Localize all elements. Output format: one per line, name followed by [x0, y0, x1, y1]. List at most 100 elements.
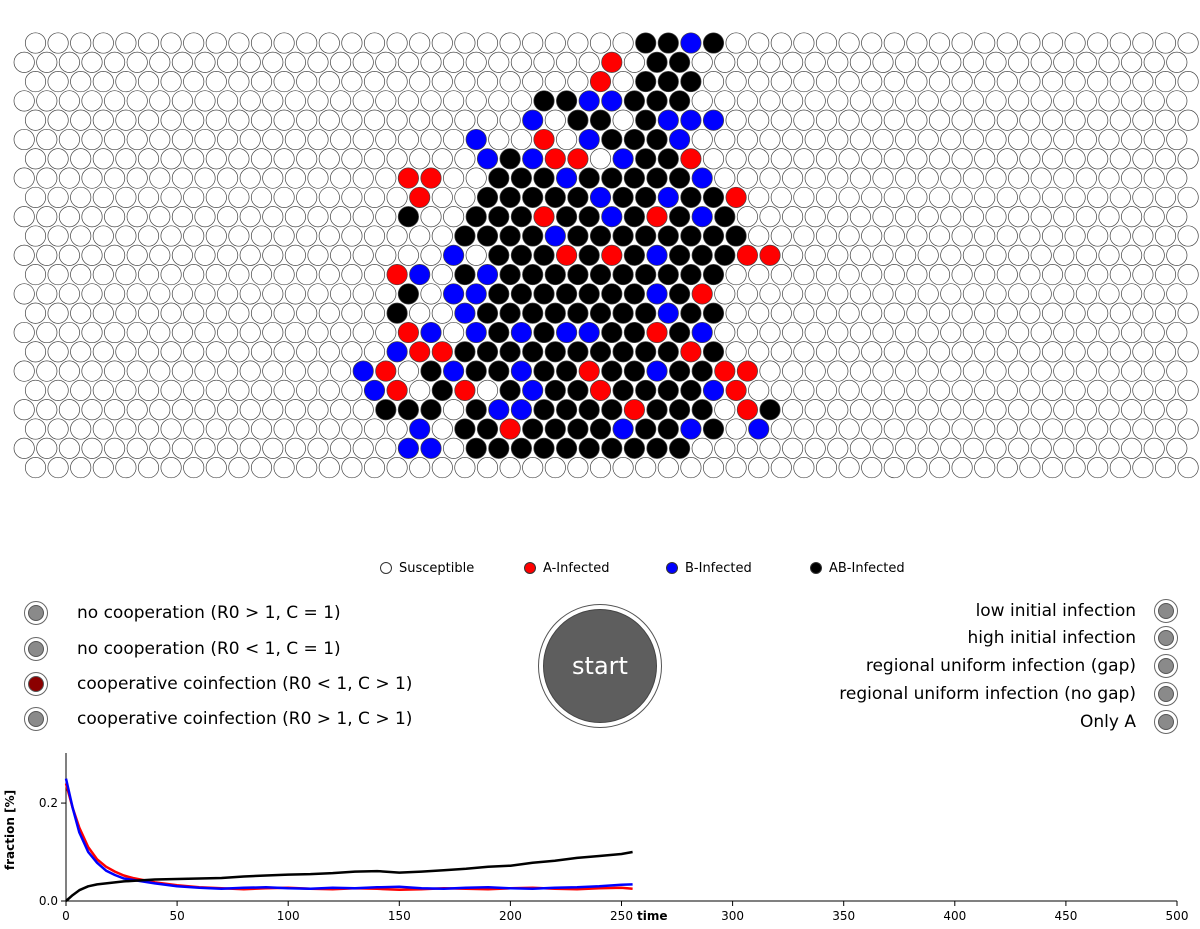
cell-b: [578, 128, 600, 151]
cell-s: [1098, 90, 1120, 112]
cell-s: [250, 186, 273, 208]
cell-s: [92, 225, 114, 247]
cell-s: [160, 225, 182, 247]
cell-s: [895, 206, 917, 228]
cell-s: [827, 283, 849, 305]
cell-s: [985, 90, 1007, 112]
cell-s: [160, 379, 182, 401]
radio-button[interactable]: [24, 672, 48, 696]
radio-button[interactable]: [1154, 682, 1178, 706]
cell-s: [307, 283, 329, 305]
cell-s: [940, 244, 962, 266]
radio-button[interactable]: [1154, 626, 1178, 650]
cell-s: [691, 437, 713, 459]
cell-s: [680, 457, 702, 479]
cell-s: [137, 418, 160, 440]
cell-a: [409, 341, 431, 363]
cell-ab: [702, 186, 725, 208]
cell-s: [1121, 90, 1143, 112]
cell-ab: [680, 379, 702, 401]
initial-option-4[interactable]: Only A: [1080, 708, 1178, 736]
scenario-option-0[interactable]: no cooperation (R0 > 1, C = 1): [24, 599, 341, 627]
cell-s: [1087, 457, 1109, 479]
cell-s: [160, 264, 182, 286]
cell-s: [70, 225, 92, 247]
radio-button[interactable]: [1154, 654, 1178, 678]
initial-option-3[interactable]: regional uniform infection (no gap): [839, 680, 1178, 708]
radio-button[interactable]: [24, 707, 48, 731]
cell-s: [1075, 283, 1097, 305]
cell-s: [24, 418, 47, 440]
cell-s: [872, 51, 894, 73]
cell-ab: [589, 109, 612, 131]
cell-s: [623, 51, 645, 73]
cell-ab: [397, 399, 419, 421]
cell-s: [409, 302, 431, 324]
scenario-option-2[interactable]: cooperative coinfection (R0 < 1, C > 1): [24, 670, 412, 698]
cell-s: [1143, 321, 1165, 344]
cell-s: [92, 341, 114, 363]
cell-s: [1143, 360, 1165, 382]
cell-s: [1087, 32, 1109, 54]
legend-label: A-Infected: [543, 560, 610, 576]
cell-s: [782, 206, 804, 228]
scenario-option-3[interactable]: cooperative coinfection (R0 > 1, C > 1): [24, 705, 412, 733]
cell-s: [770, 457, 792, 479]
initial-option-1[interactable]: high initial infection: [968, 624, 1178, 652]
cell-s: [296, 302, 318, 324]
cell-ab: [533, 283, 555, 305]
cell-s: [217, 167, 239, 189]
cell-s: [239, 283, 261, 305]
cell-s: [318, 302, 340, 324]
cell-s: [1087, 379, 1109, 401]
radio-button[interactable]: [1154, 599, 1178, 623]
cell-ab: [589, 341, 612, 363]
cell-s: [205, 302, 227, 324]
cell-a: [725, 186, 747, 208]
cell-s: [318, 457, 340, 479]
cell-ab: [510, 206, 532, 228]
cell-s: [759, 90, 781, 112]
initial-option-0[interactable]: low initial infection: [976, 597, 1178, 625]
cell-b: [646, 244, 668, 266]
cell-s: [70, 32, 92, 54]
cell-s: [149, 244, 171, 266]
cell-s: [431, 32, 453, 54]
start-button[interactable]: start: [538, 604, 662, 728]
cell-s: [838, 32, 860, 54]
cell-s: [849, 244, 871, 266]
cell-b: [420, 437, 442, 459]
cell-ab: [578, 437, 600, 459]
cell-s: [205, 71, 227, 93]
cell-ab: [578, 283, 600, 305]
cell-ab: [544, 341, 566, 363]
cell-ab: [578, 206, 600, 228]
cell-s: [849, 360, 871, 382]
cell-s: [815, 264, 838, 286]
cell-s: [352, 128, 374, 151]
cell-ab: [476, 186, 499, 208]
cell-s: [1064, 186, 1086, 208]
cell-s: [928, 379, 951, 401]
cell-s: [793, 379, 815, 401]
scenario-option-1[interactable]: no cooperation (R0 < 1, C = 1): [24, 635, 341, 663]
cell-s: [782, 244, 804, 266]
cell-s: [443, 399, 465, 421]
cell-s: [171, 244, 193, 266]
cell-ab: [465, 437, 487, 459]
radio-button[interactable]: [1154, 710, 1178, 734]
cell-s: [759, 360, 781, 382]
cell-s: [58, 321, 80, 344]
cell-s: [1177, 148, 1199, 170]
cell-s: [262, 167, 284, 189]
cell-s: [1154, 225, 1177, 247]
cell-s: [883, 457, 905, 479]
cell-s: [363, 418, 386, 440]
radio-button[interactable]: [24, 637, 48, 661]
cell-ab: [465, 360, 487, 382]
initial-option-2[interactable]: regional uniform infection (gap): [866, 652, 1178, 680]
cell-s: [239, 437, 261, 459]
radio-button[interactable]: [24, 601, 48, 625]
cell-s: [1053, 90, 1075, 112]
cell-s: [58, 399, 80, 421]
